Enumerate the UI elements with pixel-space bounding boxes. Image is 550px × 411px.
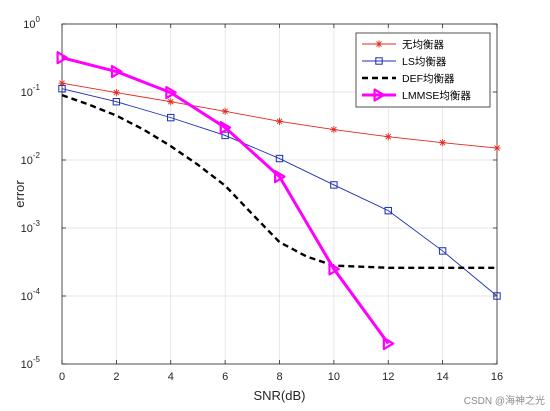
x-tick-label: 16: [491, 371, 503, 383]
x-tick-label: 2: [113, 371, 119, 383]
x-tick-label: 8: [276, 371, 282, 383]
legend-label: LMMSE均衡器: [402, 90, 471, 102]
y-tick-base: 10: [21, 291, 33, 303]
legend-marker: [375, 40, 383, 48]
x-tick-label: 14: [437, 371, 449, 383]
y-tick-label: 10-1: [21, 83, 41, 99]
y-tick-base: 10: [21, 155, 33, 167]
y-tick-exponent: -1: [33, 83, 41, 92]
y-axis-label: error: [12, 180, 27, 208]
y-tick-base: 10: [21, 223, 33, 235]
watermark-text: CSDN @海神之光: [464, 394, 545, 407]
data-point: [384, 133, 392, 141]
x-tick-label: 10: [328, 371, 340, 383]
x-tick-label: 6: [222, 371, 228, 383]
legend-item: 无均衡器: [362, 39, 444, 51]
legend-label: 无均衡器: [402, 39, 444, 51]
data-point: [165, 85, 177, 100]
data-point: [330, 125, 338, 134]
legend-item: LMMSE均衡器: [362, 88, 471, 102]
y-tick-label: 100: [23, 15, 40, 31]
legend-label: DEF均衡器: [402, 73, 455, 85]
data-point: [328, 262, 340, 276]
data-point: [219, 120, 232, 135]
data-point: [493, 292, 501, 300]
data-point: [439, 139, 447, 147]
x-tick-label: 0: [59, 371, 65, 383]
legend: 无均衡器 LS均衡器 DEF均衡器 LMMSE均衡器: [355, 32, 491, 108]
y-tick-base: 10: [21, 359, 33, 371]
grid-lines: [61, 23, 498, 365]
y-tick-base: 10: [23, 19, 35, 31]
legend-item: LS均衡器: [362, 56, 447, 68]
y-tick-exponent: -3: [33, 219, 41, 228]
legend-marker: [373, 88, 386, 102]
data-point: [330, 181, 338, 189]
y-tick-label: 10-2: [21, 151, 41, 167]
legend-item: DEF均衡器: [362, 73, 455, 85]
data-point: [384, 206, 392, 215]
data-point: [274, 170, 286, 184]
y-tick-exponent: -4: [33, 287, 41, 296]
series-4: [56, 51, 395, 351]
data-point: [112, 88, 120, 97]
data-point: [275, 154, 284, 163]
data-point: [275, 117, 284, 125]
data-point: [167, 113, 175, 122]
series-line: [61, 56, 390, 345]
legend-marker: [375, 57, 383, 65]
y-tick-label: 10-3: [21, 219, 41, 235]
y-tick-label: 10-5: [21, 355, 41, 371]
data-point: [221, 131, 229, 140]
x-axis-label: SNR(dB): [253, 388, 305, 403]
data-point: [58, 84, 66, 93]
legend-label: LS均衡器: [402, 56, 447, 68]
y-tick-base: 10: [21, 87, 33, 99]
y-tick-exponent: -5: [33, 355, 41, 364]
x-tick-label: 4: [168, 371, 174, 383]
data-point: [110, 64, 123, 79]
x-tick-label: 12: [382, 371, 394, 383]
series-line: [61, 88, 498, 297]
series-2: [58, 84, 501, 300]
data-point: [221, 107, 229, 115]
data-point: [112, 98, 121, 106]
y-tick-exponent: -2: [33, 151, 41, 160]
data-point: [56, 51, 69, 65]
data-point: [382, 336, 395, 351]
y-tick-label: 10-4: [21, 287, 41, 303]
data-point: [438, 247, 447, 255]
y-tick-exponent: 0: [36, 15, 41, 24]
data-point: [167, 98, 175, 106]
data-point: [493, 144, 501, 152]
series-layer: [56, 51, 501, 351]
